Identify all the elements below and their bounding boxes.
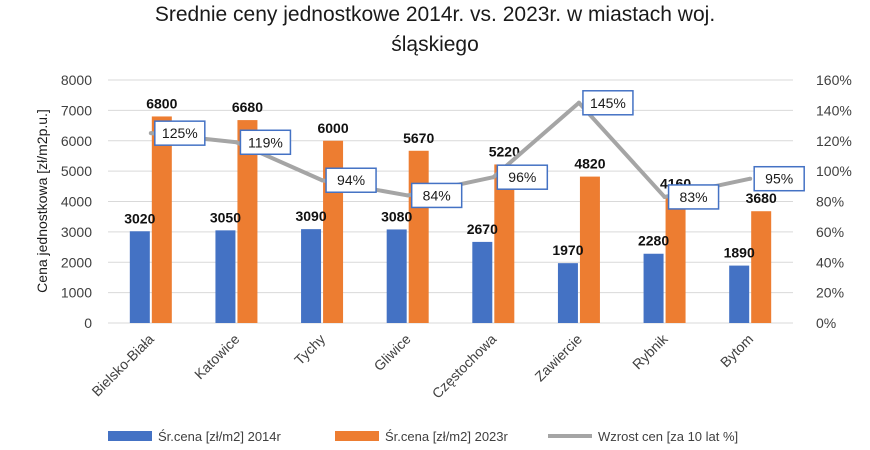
growth-data-label: 145% (590, 95, 626, 111)
bar-2014 (472, 241, 493, 323)
y-tick-label-left: 5000 (61, 163, 92, 179)
growth-point (576, 100, 581, 105)
bar-data-label: 2670 (467, 221, 498, 237)
bar-data-label: 3080 (381, 208, 412, 224)
chart-title-line-2: śląskiego (391, 33, 479, 56)
growth-data-label: 94% (337, 172, 365, 188)
bar-data-label: 3680 (746, 190, 777, 206)
chart-title-line-1: Srednie ceny jednostkowe 2014r. vs. 2023… (155, 3, 715, 26)
bar-data-label: 3050 (210, 209, 241, 225)
bar-2023 (408, 150, 429, 323)
growth-data-label: 125% (162, 125, 198, 141)
growth-label-box (667, 184, 720, 210)
bar-data-label: 3090 (295, 208, 326, 224)
y-tick-label-right: 80% (816, 194, 844, 210)
y-tick-label-left: 7000 (61, 102, 92, 118)
bar-data-label: 4820 (574, 156, 605, 172)
growth-point (491, 175, 496, 180)
growth-point (748, 176, 753, 181)
bar-data-label: 6680 (232, 99, 263, 115)
growth-label-box (753, 165, 805, 192)
y-axis-left-ticks: 0 1000 2000 3000 4000 5000 6000 7000 8000 (61, 72, 92, 331)
y-axis-label: Cena jednostkowa [zł/m2p.u.] (34, 109, 50, 293)
growth-label-box (325, 167, 377, 193)
y-tick-label-left: 2000 (61, 254, 92, 270)
growth-data-label: 95% (765, 171, 793, 187)
bar-data-label: 3020 (124, 210, 155, 226)
bar-data-label: 1970 (552, 242, 583, 258)
bar-2014 (301, 229, 322, 323)
growth-point (320, 178, 325, 183)
growth-point (405, 193, 410, 198)
growth-label-box (410, 182, 463, 209)
bar-data-label: 6000 (317, 120, 348, 136)
y-tick-label-left: 4000 (61, 194, 92, 210)
bar-2014 (729, 265, 750, 323)
bar-data-label: 2280 (638, 233, 669, 249)
growth-point (234, 140, 239, 145)
legend-label: Wzrost cen [za 10 lat %] (598, 429, 738, 444)
y-axis-right-ticks: 0% 20% 40% 60% 80% 100% 120% 140% 160% (816, 72, 852, 331)
bar-data-label: 6800 (146, 95, 177, 111)
bar-2023 (665, 196, 686, 323)
bar-2023 (579, 176, 600, 323)
bar-2023 (494, 164, 515, 323)
bar-data-label: 5670 (403, 130, 434, 146)
growth-label-box (496, 164, 549, 190)
y-tick-label-right: 100% (816, 163, 852, 179)
bars (129, 116, 772, 323)
bar-2023 (751, 211, 772, 323)
y-tick-label-right: 140% (816, 102, 852, 118)
growth-data-label: 119% (248, 134, 283, 150)
growth-point (662, 194, 667, 199)
y-tick-label-right: 0% (816, 315, 836, 331)
bar-2014 (643, 253, 664, 323)
bar-2014 (215, 230, 236, 323)
growth-data-label: 83% (680, 189, 708, 205)
y-tick-label-right: 160% (816, 72, 852, 88)
y-tick-label-right: 60% (816, 224, 844, 240)
bar-2023 (151, 116, 172, 323)
growth-line-series: 125% 119% 94% 84% 96% 145% 83% 95% (148, 90, 805, 210)
growth-label-box (239, 129, 292, 156)
bar-2014 (386, 229, 407, 323)
bar-data-labels: 3020 3050 3090 3080 2670 1970 2280 1890 6800 6680… (124, 95, 777, 260)
y-tick-label-left: 1000 (61, 285, 92, 301)
y-tick-label-left: 6000 (61, 133, 92, 149)
growth-point (148, 131, 153, 136)
bar-data-label: 1890 (724, 245, 755, 261)
growth-data-label: 96% (508, 169, 536, 185)
legend-swatch (335, 431, 379, 441)
growth-data-label: 84% (423, 187, 451, 203)
bar-2014 (129, 231, 150, 323)
y-tick-label-left: 3000 (61, 224, 92, 240)
legend-swatch (108, 431, 152, 441)
y-tick-label-right: 20% (816, 285, 844, 301)
growth-label-box (154, 120, 206, 146)
legend-label: Śr.cena [zł/m2] 2014r (158, 429, 282, 444)
bar-data-label: 5220 (489, 143, 520, 159)
bar-2023 (237, 120, 258, 323)
y-tick-label-right: 120% (816, 133, 852, 149)
legend-label: Śr.cena [zł/m2] 2023r (385, 429, 509, 444)
legend: Śr.cena [zł/m2] 2014r Śr.cena [zł/m2] 202… (108, 429, 738, 444)
bar-2014 (557, 263, 578, 323)
growth-label-box (582, 90, 634, 116)
y-tick-label-right: 40% (816, 254, 844, 270)
y-tick-label-left: 8000 (61, 72, 92, 88)
y-tick-label-left: 0 (84, 315, 92, 331)
